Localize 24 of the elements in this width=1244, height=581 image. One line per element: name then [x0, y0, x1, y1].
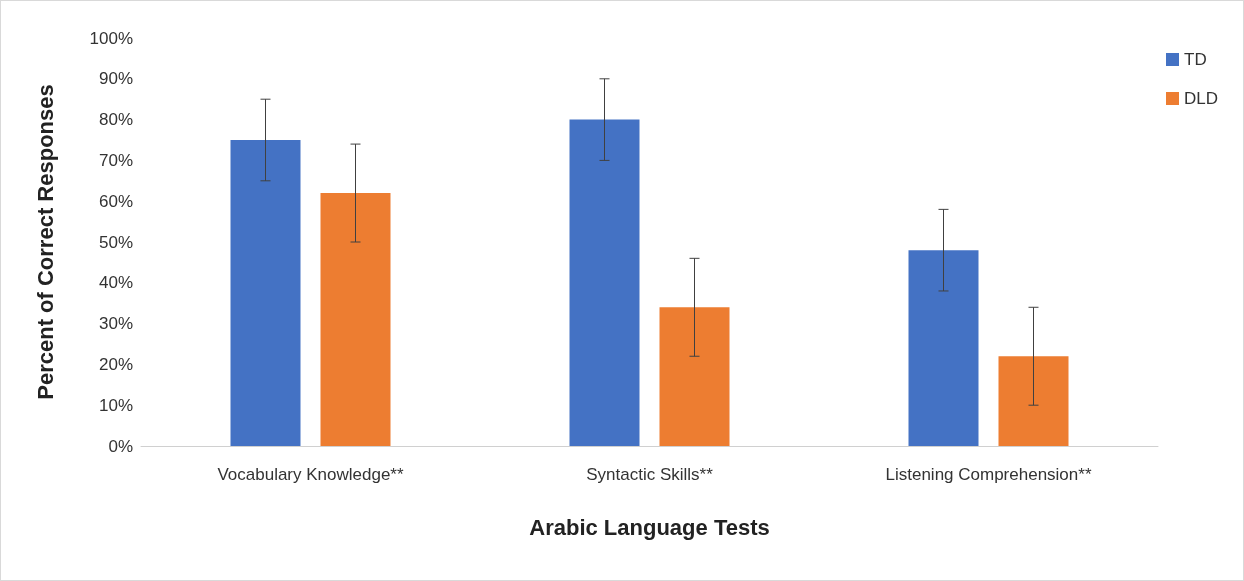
- bar: [659, 307, 730, 446]
- bar: [569, 119, 640, 446]
- legend-label: TD: [1183, 50, 1207, 69]
- bar: [320, 193, 391, 446]
- y-tick-label: 10%: [98, 395, 133, 415]
- y-tick-label: 90%: [98, 69, 133, 89]
- y-tick-label: 40%: [98, 273, 133, 293]
- x-axis-title: Arabic Language Tests: [529, 514, 770, 540]
- x-tick-label: Listening Comprehension**: [885, 465, 1092, 484]
- y-axis-title: Percent of Correct Responses: [32, 84, 58, 400]
- y-tick-label: 50%: [98, 232, 133, 252]
- bar: [998, 356, 1069, 446]
- y-tick-label: 0%: [108, 436, 133, 456]
- y-tick-label: 30%: [98, 314, 133, 334]
- y-tick-label: 80%: [98, 110, 133, 130]
- legend-label: DLD: [1183, 89, 1219, 108]
- y-tick-label: 100%: [89, 28, 133, 48]
- x-tick-label: Syntactic Skills**: [586, 465, 714, 484]
- x-tick-label: Vocabulary Knowledge**: [217, 465, 404, 484]
- y-tick-label: 20%: [98, 354, 133, 374]
- y-tick-label: 60%: [98, 191, 133, 211]
- y-tick-label: 70%: [98, 150, 133, 170]
- bar: [908, 250, 979, 446]
- bar: [230, 140, 301, 446]
